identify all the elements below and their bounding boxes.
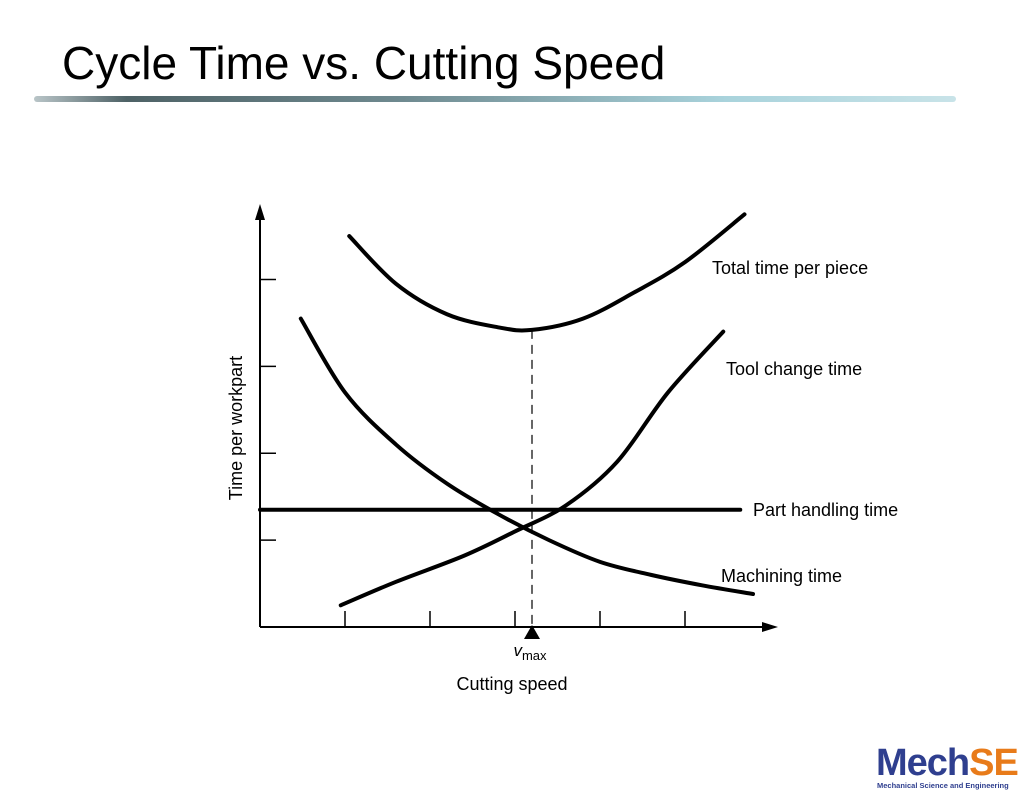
label-part-handling-time: Part handling time: [753, 500, 898, 520]
logo-subtitle: Mechanical Science and Engineering: [877, 781, 1009, 790]
label-total-time-per-piece: Total time per piece: [712, 258, 868, 278]
logo-wordmark: MechSE: [876, 742, 1019, 784]
x-axis-arrowhead: [762, 622, 778, 632]
label-tool-change-time: Tool change time: [726, 359, 862, 379]
label-machining-time: Machining time: [721, 566, 842, 586]
curve-total-time-per-piece: [347, 212, 747, 333]
logo-text-main: Mech: [876, 742, 970, 784]
curve-tool-change-time: [338, 329, 726, 608]
series-labels: Total time per piece Tool change time Part…: [712, 258, 898, 586]
slide-title: Cycle Time vs. Cutting Speed: [62, 37, 666, 89]
vmax-marker-icon: [524, 625, 540, 639]
curves: [258, 212, 755, 608]
title-underline: [34, 96, 956, 102]
vmax-label: vmax: [513, 641, 547, 663]
y-axis-arrowhead: [255, 204, 265, 220]
curve-machining-time: [298, 316, 755, 596]
mechse-logo: MechSE Mechanical Science and Engineerin…: [876, 744, 1022, 790]
y-axis-label: Time per workpart: [226, 356, 246, 500]
x-axis-label: Cutting speed: [456, 674, 567, 694]
logo-text-accent: SE: [969, 742, 1019, 784]
axes: vmax: [255, 204, 778, 663]
